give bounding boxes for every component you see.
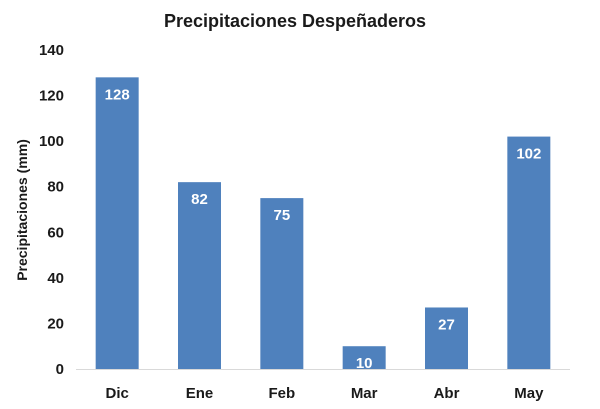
chart-title: Precipitaciones Despeñaderos <box>164 11 426 31</box>
y-tick-label: 40 <box>47 270 64 287</box>
data-label-mar: 10 <box>356 355 373 372</box>
x-tick-label-ene: Ene <box>186 385 214 402</box>
bars <box>95 77 551 369</box>
y-axis-label: Precipitaciones (mm) <box>14 139 30 281</box>
y-tick-label: 100 <box>39 133 64 150</box>
x-tick-label-mar: Mar <box>351 385 378 402</box>
y-tick-label: 0 <box>56 361 64 378</box>
y-tick-label: 120 <box>39 88 64 105</box>
y-tick-label: 140 <box>39 42 64 59</box>
data-labels: 128 82 75 10 27 102 <box>105 86 542 372</box>
bar-mar <box>342 346 386 369</box>
x-axis-ticks: Dic Ene Feb Mar Abr May <box>105 385 544 402</box>
x-tick-label-may: May <box>514 385 544 402</box>
bar-feb <box>260 198 304 369</box>
bar-abr <box>425 307 468 369</box>
data-label-abr: 27 <box>438 316 455 333</box>
data-label-ene: 82 <box>191 191 208 208</box>
x-tick-label-dic: Dic <box>105 385 128 402</box>
y-axis-ticks: 0 20 40 60 80 100 120 140 <box>39 42 64 378</box>
bar-dic <box>95 77 139 369</box>
y-tick-label: 60 <box>47 224 64 241</box>
data-label-feb: 75 <box>273 207 290 224</box>
x-tick-label-feb: Feb <box>268 385 295 402</box>
data-label-dic: 128 <box>105 86 130 103</box>
bar-may <box>507 136 551 369</box>
y-tick-label: 20 <box>47 315 64 332</box>
data-label-may: 102 <box>516 146 541 163</box>
x-tick-label-abr: Abr <box>434 385 460 402</box>
bar-ene <box>178 182 221 369</box>
y-tick-label: 80 <box>47 179 64 196</box>
